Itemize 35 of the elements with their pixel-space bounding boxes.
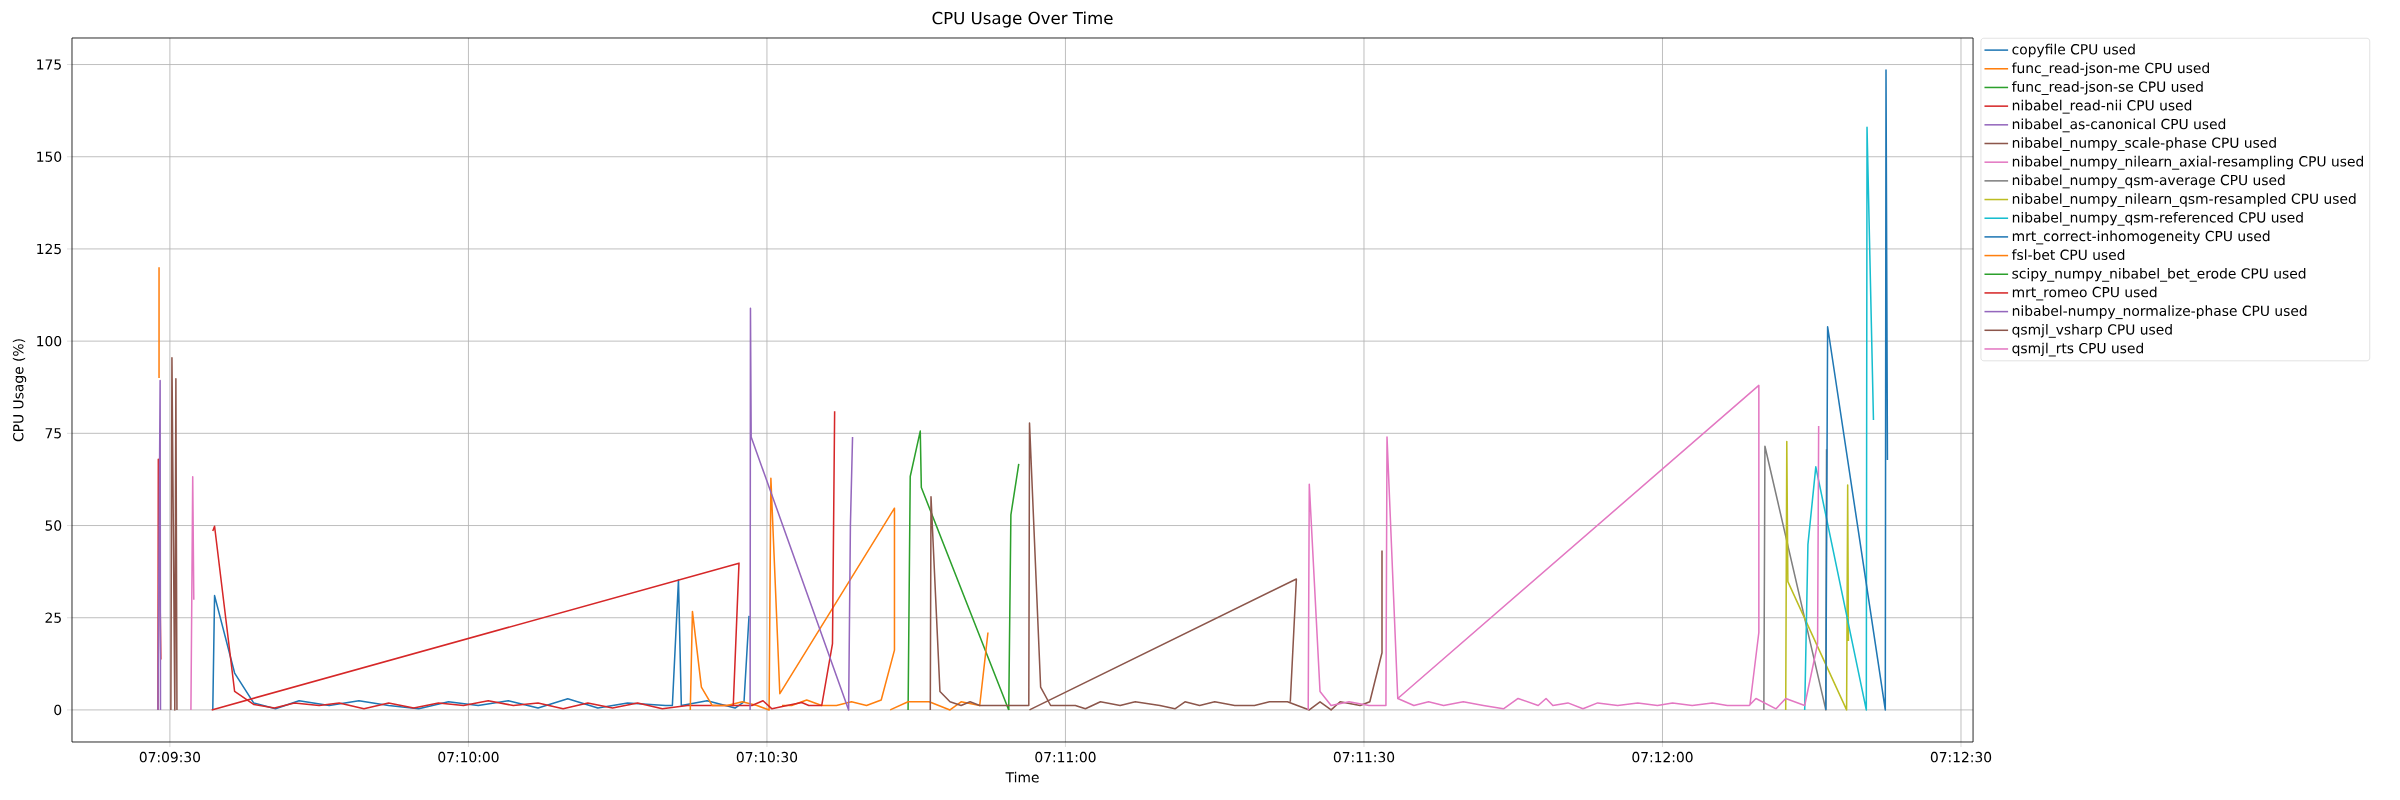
- legend-label: nibabel_numpy_qsm-average CPU used: [2012, 174, 2285, 189]
- y-tick-label: 75: [45, 428, 61, 439]
- x-tick-label: 07:11:30: [1333, 751, 1395, 763]
- x-tick-label: 07:11:00: [1035, 751, 1096, 763]
- legend-label: nibabel_numpy_nilearn_axial-resampling CPU used: [2012, 155, 2363, 170]
- legend-label: mrt_romeo CPU used: [2012, 286, 2157, 301]
- legend-label: func_read-json-se CPU used: [2011, 81, 2203, 95]
- legend-label: nibabel_as-canonical CPU used: [2012, 118, 2226, 133]
- x-axis-title: Time: [1005, 771, 1039, 783]
- y-tick-label: 125: [37, 243, 61, 255]
- x-tick-label: 07:12:00: [1632, 751, 1693, 763]
- y-tick-label: 50: [45, 520, 62, 531]
- legend-label: qsmjl_rts CPU used: [2012, 342, 2143, 357]
- x-tick-label: 07:09:30: [139, 751, 201, 763]
- legend-label: nibabel_numpy_qsm-referenced CPU used: [2012, 211, 2303, 226]
- legend-label: nibabel_numpy_nilearn_qsm-resampled CPU used: [2012, 193, 2356, 208]
- legend-label: nibabel_read-nii CPU used: [2012, 99, 2192, 114]
- legend-label: qsmjl_vsharp CPU used: [2012, 323, 2172, 338]
- x-tick-label: 07:10:30: [736, 751, 798, 763]
- x-tick-label: 07:12:30: [1930, 751, 1992, 763]
- y-tick-label: 25: [45, 612, 61, 623]
- y-tick-label: 0: [54, 704, 62, 716]
- y-tick-label: 100: [37, 335, 62, 347]
- y-axis-title: CPU Usage (%): [12, 339, 27, 442]
- legend-label: scipy_numpy_nibabel_bet_erode CPU used: [2012, 267, 2306, 282]
- legend-label: nibabel_numpy_scale-phase CPU used: [2012, 137, 2276, 151]
- legend-label: fsl-bet CPU used: [2011, 249, 2125, 260]
- y-tick-label: 150: [37, 151, 62, 162]
- legend-label: nibabel-numpy_normalize-phase CPU used: [2012, 305, 2307, 320]
- legend-label: copyfile CPU used: [2012, 43, 2135, 58]
- legend-label: mrt_correct-inhomogeneity CPU used: [2012, 230, 2270, 245]
- chart-title: CPU Usage Over Time: [932, 11, 1113, 28]
- y-tick-label: 175: [37, 59, 61, 70]
- x-tick-label: 07:10:00: [438, 751, 499, 763]
- legend-label: func_read-json-me CPU used: [2011, 62, 2209, 77]
